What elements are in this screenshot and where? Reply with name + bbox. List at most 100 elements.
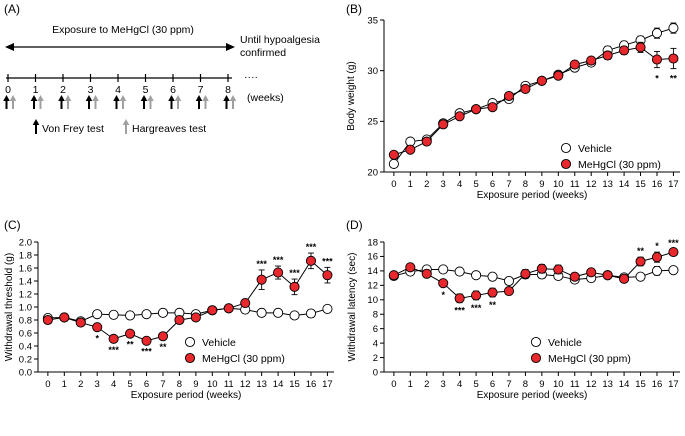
x-tick-label: 9 (193, 379, 198, 390)
data-point (273, 307, 284, 318)
data-point (405, 262, 416, 273)
legend-label: Vehicle (202, 337, 236, 349)
y-tick-label: 30 (367, 66, 378, 77)
data-point (438, 264, 449, 275)
x-tick-label: 10 (553, 379, 564, 390)
legend-label: Vehicle (548, 337, 582, 349)
y-tick-label: 4 (373, 338, 378, 349)
data-point (273, 267, 284, 278)
data-point (619, 45, 630, 56)
y-tick-label: 0 (373, 367, 378, 378)
series-mehgcl (388, 247, 679, 304)
data-point (536, 75, 547, 86)
y-tick-label: 12 (367, 281, 378, 292)
data-point (651, 252, 663, 263)
until-line2: confirmed (240, 47, 286, 59)
y-tick-label: 25 (367, 117, 378, 128)
x-tick-label: 3 (95, 379, 100, 390)
data-point (289, 281, 300, 292)
x-tick-label: 6 (144, 379, 149, 390)
y-axis-title: Withdrawal threshold (g) (4, 253, 15, 361)
data-point (635, 42, 646, 53)
exposure-schedule-diagram: Exposure to MeHgCl (30 ppm) Until hypoal… (3, 24, 320, 135)
data-point (305, 255, 317, 266)
data-point (322, 270, 333, 281)
legend-label: MeHgCl (30 ppm) (548, 353, 631, 365)
x-axis-title: Exposure period (weeks) (477, 390, 588, 401)
x-tick-label: 6 (490, 179, 495, 190)
y-tick-label: 16 (367, 252, 378, 263)
data-point (388, 270, 399, 281)
y-tick-label: 8 (373, 310, 378, 321)
data-point (454, 266, 465, 277)
von-frey-arrow-head (223, 95, 230, 101)
y-tick-label: 10 (367, 295, 378, 306)
x-tick-label: 1 (408, 379, 413, 390)
significance-marker: ** (489, 300, 497, 310)
y-tick-label: 1.4 (19, 276, 32, 287)
x-tick-label: 13 (256, 379, 267, 390)
week-label: 1 (33, 84, 39, 96)
legend-marker (560, 142, 572, 154)
significance-marker: * (441, 290, 445, 300)
y-tick-label: 1.6 (19, 263, 32, 274)
timeline-ellipsis: ···· (244, 71, 258, 83)
series-line (393, 251, 674, 299)
data-point (174, 314, 185, 326)
data-point (223, 303, 234, 314)
von-frey-arrow-head (140, 95, 148, 101)
series-line (393, 46, 674, 156)
data-point (471, 270, 482, 281)
x-tick-label: 17 (668, 179, 679, 190)
x-tick-label: 14 (619, 179, 630, 190)
x-tick-label: 16 (652, 379, 663, 390)
x-tick-label: 14 (273, 379, 284, 390)
x-tick-label: 5 (127, 379, 132, 390)
x-tick-label: 17 (668, 379, 679, 390)
y-tick-label: 0.0 (19, 367, 32, 378)
data-point (520, 268, 531, 279)
x-tick-label: 7 (506, 379, 511, 390)
data-point (92, 309, 103, 320)
x-tick-label: 8 (523, 179, 528, 190)
chart-withdrawal-threshold: 0.0 0.2 0.4 0.6 0.8 1.0 1.2 1.4 1.6 1.8 2.0 0 1 2 3 4 5 6… (4, 237, 334, 401)
x-tick-label: 5 (473, 379, 478, 390)
x-tick-label: 2 (78, 379, 83, 390)
data-point (454, 111, 465, 122)
von-frey-arrow-head (113, 95, 120, 101)
y-tick-label: 35 (367, 15, 378, 26)
x-tick-label: 5 (473, 179, 478, 190)
hargreaves-arrow-head (202, 95, 209, 101)
y-tick-label: 1.8 (19, 250, 32, 261)
data-point (668, 265, 679, 276)
data-point (256, 274, 267, 285)
hargreaves-legend-arrow-head (122, 119, 130, 125)
data-point (59, 312, 70, 323)
x-tick-label: 10 (553, 179, 564, 190)
x-tick-label: 11 (224, 379, 234, 390)
data-point (438, 278, 449, 289)
significance-marker: *** (273, 255, 284, 265)
von-frey-arrow-head (195, 95, 203, 101)
y-tick-label: 0.2 (19, 354, 32, 365)
data-point (157, 307, 169, 318)
x-tick-label: 0 (391, 179, 396, 190)
data-point (520, 83, 531, 94)
data-point (388, 158, 399, 169)
data-point (651, 28, 663, 39)
data-point (190, 312, 201, 323)
data-point (75, 317, 86, 328)
data-point (619, 273, 630, 284)
x-tick-label: 11 (570, 379, 580, 390)
von-frey-arrow-head (30, 95, 38, 101)
data-point (421, 268, 432, 279)
data-point (421, 136, 432, 147)
x-tick-label: 4 (457, 179, 462, 190)
panel-label-d: (D) (346, 218, 363, 232)
series-vehicle (42, 303, 333, 327)
data-point (503, 275, 515, 287)
significance-marker: ** (127, 339, 135, 349)
exposure-arrow-right-head (226, 43, 235, 51)
x-tick-label: 0 (45, 379, 50, 390)
